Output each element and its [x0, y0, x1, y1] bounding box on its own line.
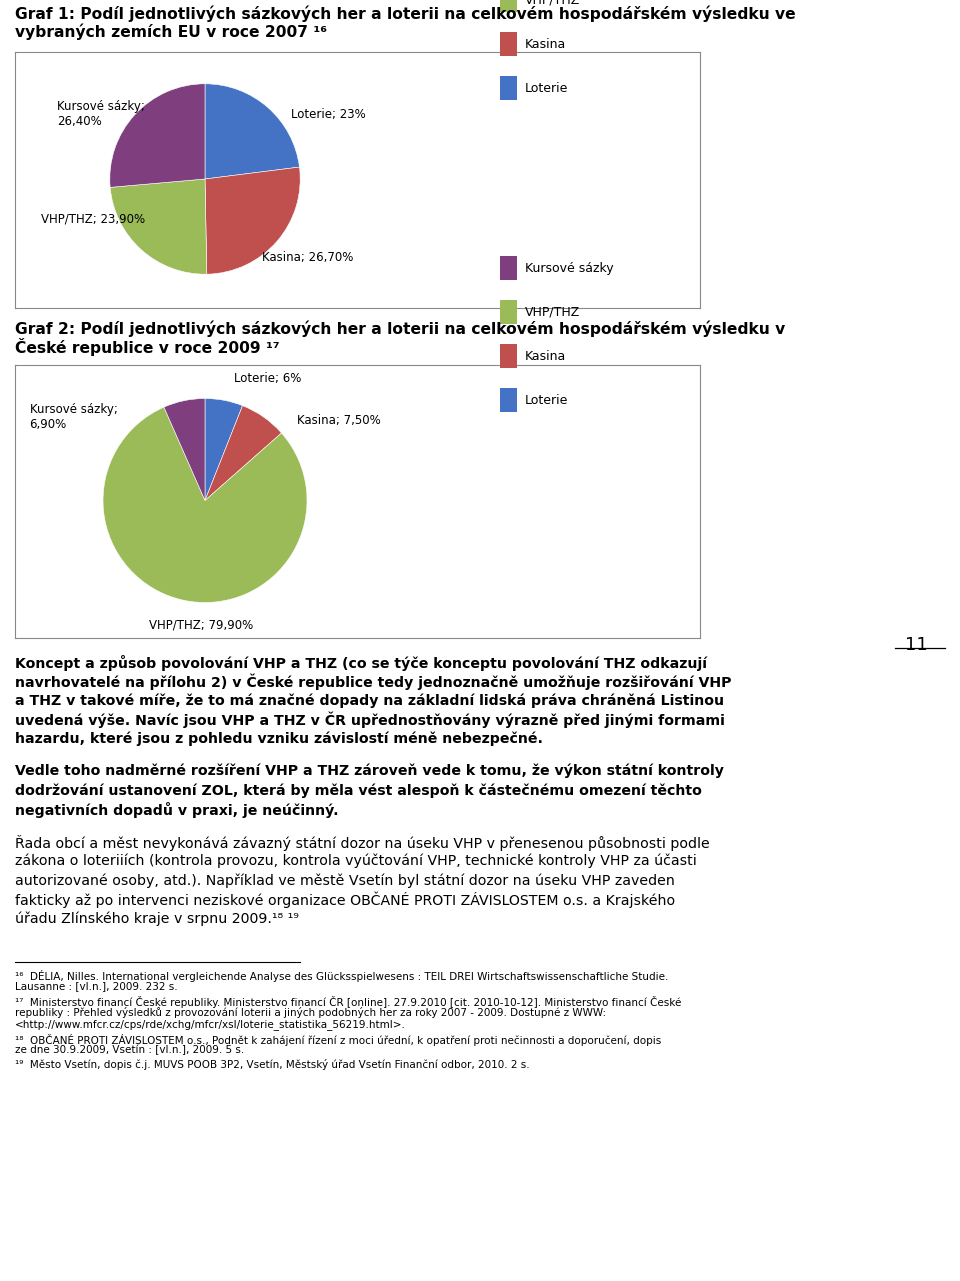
- Text: VHP/THZ; 23,90%: VHP/THZ; 23,90%: [41, 213, 145, 225]
- Text: VHP/THZ: VHP/THZ: [525, 305, 580, 319]
- Text: Vedle toho nadměrné rozšíření VHP a THZ zároveň vede k tomu, že výkon státní kon: Vedle toho nadměrné rozšíření VHP a THZ …: [15, 763, 724, 779]
- Text: Kasina; 26,70%: Kasina; 26,70%: [262, 251, 353, 264]
- Text: Lausanne : [vl.n.], 2009. 232 s.: Lausanne : [vl.n.], 2009. 232 s.: [15, 981, 178, 991]
- Text: Řada obcí a měst nevykonává závazný státní dozor na úseku VHP v přenesenou působ: Řada obcí a měst nevykonává závazný stát…: [15, 835, 709, 851]
- Wedge shape: [205, 406, 281, 501]
- Text: Kursové sázky;
6,90%: Kursové sázky; 6,90%: [30, 402, 117, 430]
- Text: ¹⁶  DÉLIA, Nilles. International vergleichende Analyse des Glücksspielwesens : T: ¹⁶ DÉLIA, Nilles. International vergleic…: [15, 970, 668, 983]
- Text: Kasina: Kasina: [525, 350, 566, 363]
- Text: ¹⁹  Město Vsetín, dopis č.j. MUVS POOB 3P2, Vsetín, Městský úřad Vsetín Finanční: ¹⁹ Město Vsetín, dopis č.j. MUVS POOB 3P…: [15, 1059, 530, 1071]
- Text: České republice v roce 2009 ¹⁷: České republice v roce 2009 ¹⁷: [15, 338, 279, 356]
- Text: 11: 11: [905, 635, 927, 655]
- Text: autorizované osoby, atd.). Například ve městě Vsetín byl státní dozor na úseku V: autorizované osoby, atd.). Například ve …: [15, 872, 675, 888]
- Text: a THZ v takové míře, že to má značné dopady na základní lidská práva chráněná Li: a THZ v takové míře, že to má značné dop…: [15, 693, 724, 707]
- Text: úřadu Zlínského kraje v srpnu 2009.¹⁸ ¹⁹: úřadu Zlínského kraje v srpnu 2009.¹⁸ ¹⁹: [15, 911, 299, 925]
- Text: Kursové sázky: Kursové sázky: [525, 261, 613, 274]
- Text: <http://www.mfcr.cz/cps/rde/xchg/mfcr/xsl/loterie_statistika_56219.html>.: <http://www.mfcr.cz/cps/rde/xchg/mfcr/xs…: [15, 1018, 406, 1030]
- Text: Kursové sázky;
26,40%: Kursové sázky; 26,40%: [58, 100, 145, 128]
- Text: republiky : Přehled výsledků z provozování loterii a jiných podobných her za rok: republiky : Přehled výsledků z provozová…: [15, 1007, 606, 1018]
- Wedge shape: [110, 179, 206, 274]
- Text: Loterie: Loterie: [525, 82, 568, 95]
- Wedge shape: [103, 407, 307, 602]
- Text: negativních dopadů v praxi, je neúčinný.: negativních dopadů v praxi, je neúčinný.: [15, 802, 339, 819]
- Text: zákona o loteriiích (kontrola provozu, kontrola vyúčtování VHP, technické kontro: zákona o loteriiích (kontrola provozu, k…: [15, 854, 697, 869]
- Text: ¹⁷  Ministerstvo financí České republiky. Ministerstvo financí ČR [online]. 27.9: ¹⁷ Ministerstvo financí České republiky.…: [15, 997, 682, 1008]
- Text: ¹⁸  OBČANÉ PROTI ZÁVISLOSTEM o.s., Podnět k zahájení řízení z moci úřední, k opa: ¹⁸ OBČANÉ PROTI ZÁVISLOSTEM o.s., Podnět…: [15, 1034, 661, 1045]
- Text: Kasina; 7,50%: Kasina; 7,50%: [297, 415, 380, 428]
- Text: Graf 2: Podíl jednotlivých sázkových her a loterii na celkovém hospodářském výsl: Graf 2: Podíl jednotlivých sázkových her…: [15, 320, 785, 337]
- Text: Graf 1: Podíl jednotlivých sázkových her a loterii na celkovém hospodářském výsl: Graf 1: Podíl jednotlivých sázkových her…: [15, 5, 796, 22]
- Text: vybraných zemích EU v roce 2007 ¹⁶: vybraných zemích EU v roce 2007 ¹⁶: [15, 23, 327, 40]
- Text: dodržování ustanovení ZOL, která by měla vést alespoň k částečnému omezení těcht: dodržování ustanovení ZOL, která by měla…: [15, 783, 702, 798]
- Text: Loterie: Loterie: [525, 393, 568, 406]
- Text: hazardu, které jsou z pohledu vzniku závislostí méně nebezpečné.: hazardu, které jsou z pohledu vzniku záv…: [15, 731, 543, 746]
- Wedge shape: [109, 83, 205, 187]
- Text: uvedená výše. Navíc jsou VHP a THZ v ČR upřednostňovány výrazně před jinými form: uvedená výše. Navíc jsou VHP a THZ v ČR …: [15, 712, 725, 729]
- Wedge shape: [205, 83, 300, 179]
- Text: Kasina: Kasina: [525, 37, 566, 50]
- Text: Koncept a způsob povolování VHP a THZ (co se týče konceptu povolování THZ odkazu: Koncept a způsob povolování VHP a THZ (c…: [15, 655, 707, 671]
- Text: Loterie; 23%: Loterie; 23%: [291, 108, 366, 120]
- Wedge shape: [164, 398, 205, 501]
- Text: VHP/THZ; 79,90%: VHP/THZ; 79,90%: [149, 619, 253, 632]
- Wedge shape: [205, 167, 300, 274]
- Text: fakticky až po intervenci neziskové organizace OBČANÉ PROTI ZÁVISLOSTEM o.s. a K: fakticky až po intervenci neziskové orga…: [15, 892, 675, 908]
- Text: ze dne 30.9.2009, Vsetín : [vl.n.], 2009. 5 s.: ze dne 30.9.2009, Vsetín : [vl.n.], 2009…: [15, 1045, 244, 1056]
- Text: VHP/THZ: VHP/THZ: [525, 0, 580, 6]
- Text: Loterie; 6%: Loterie; 6%: [233, 371, 300, 384]
- Text: navrhovatelé na přílohu 2) v České republice tedy jednoznačně umožňuje rozšiřová: navrhovatelé na přílohu 2) v České repub…: [15, 674, 732, 690]
- Wedge shape: [205, 398, 243, 501]
